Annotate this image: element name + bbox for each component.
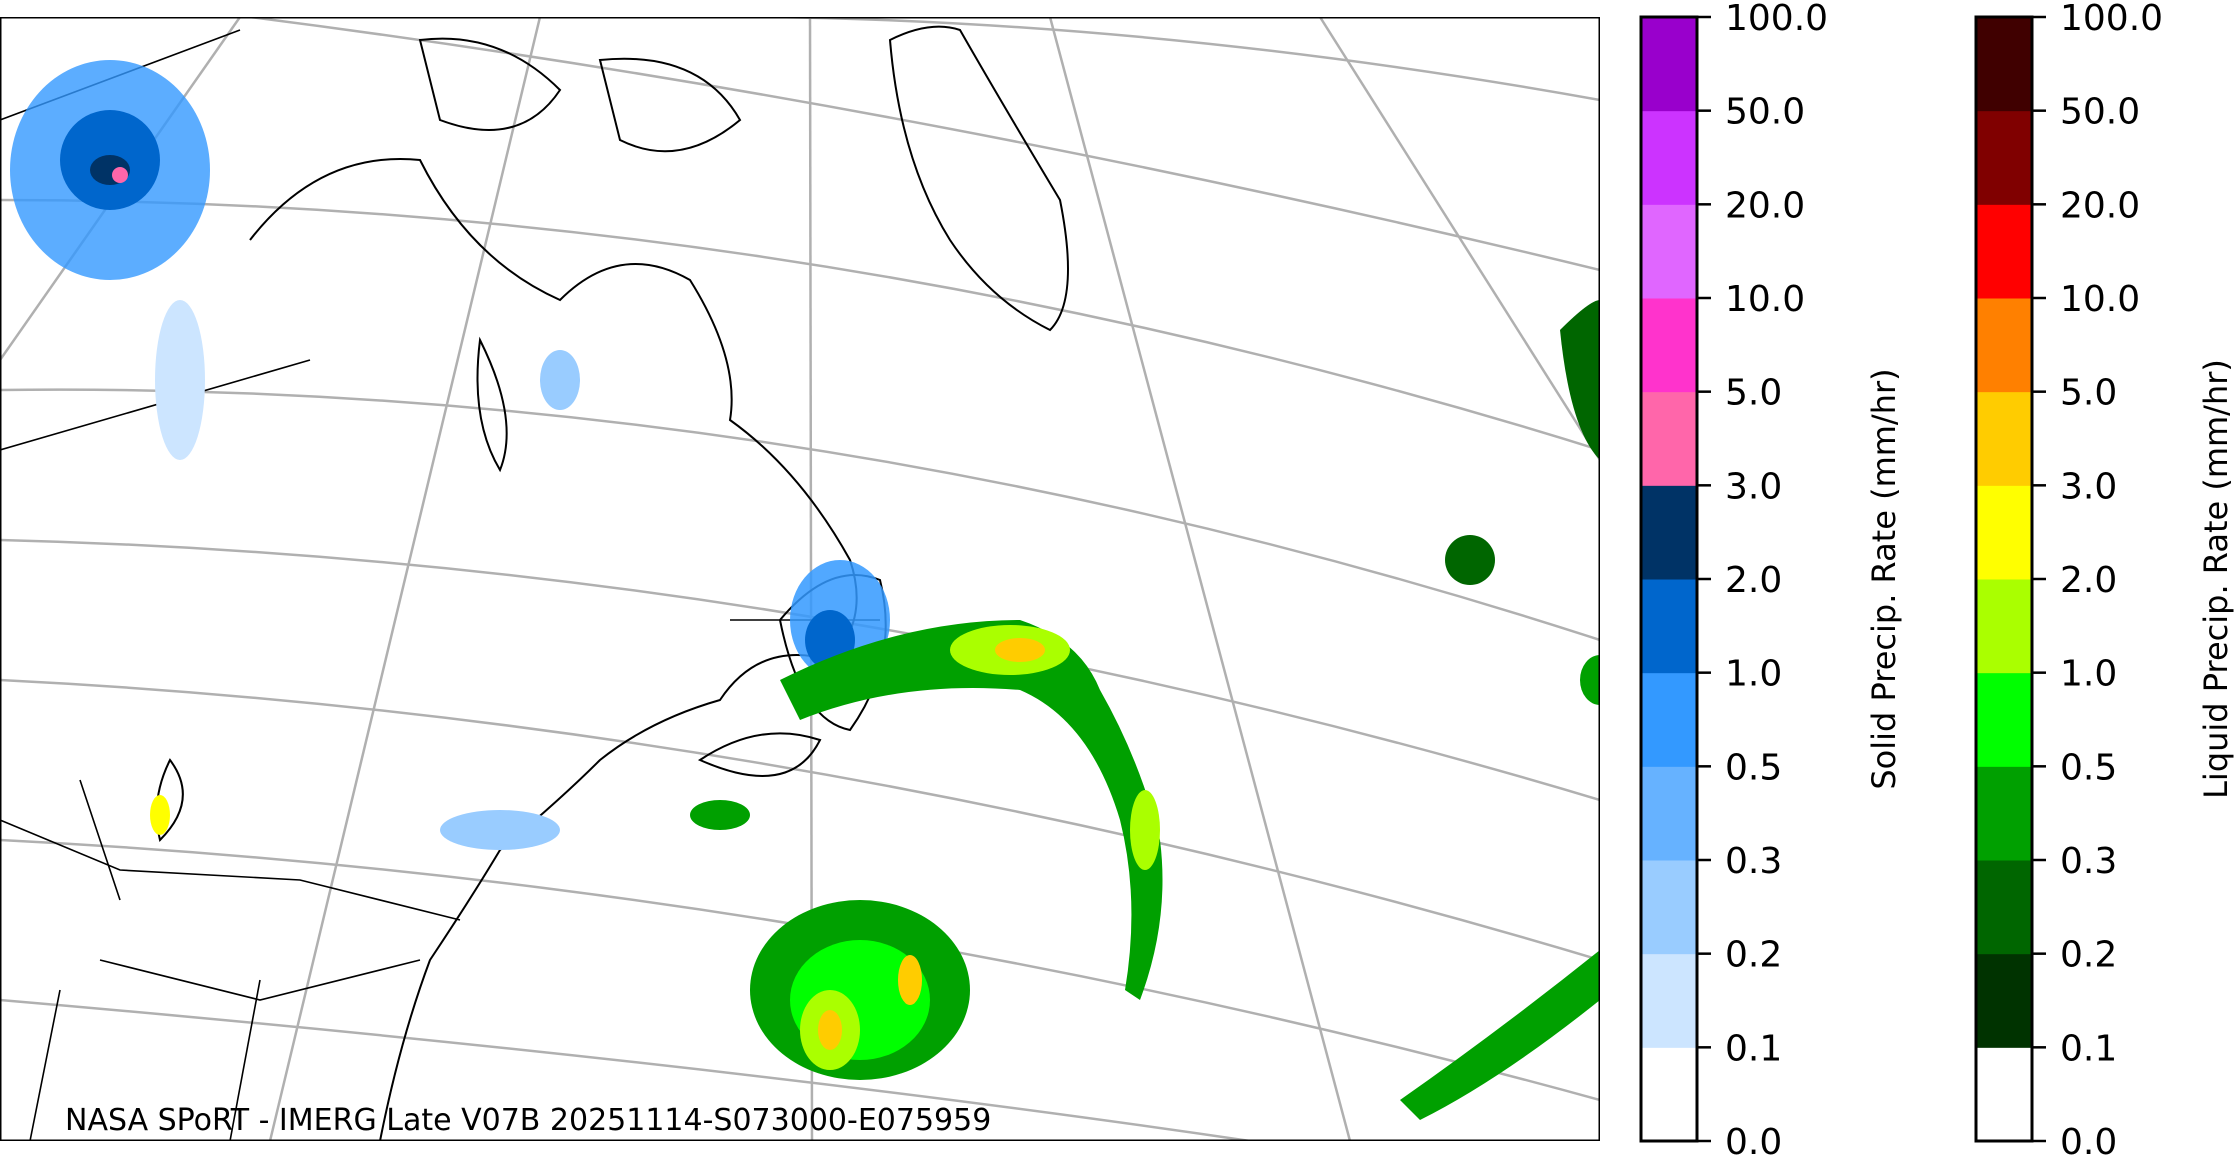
colorbar-tick-label: 5.0 — [1725, 373, 1782, 414]
solid-precip-colorbar: 0.0 0.1 0.2 0.3 0.5 1.0 2.0 3.0 5.0 10.0 20.0 50.0 1… — [1639, 0, 1828, 1163]
solid-precip-areas — [10, 60, 890, 850]
solid-colorbar-label: Solid Precip. Rate (mm/hr) — [1865, 368, 1903, 789]
colorbar-tick-label: 0.1 — [2060, 1028, 2117, 1069]
colorbar-tick-label: 0.0 — [1725, 1122, 1782, 1163]
colorbar-tick-label: 3.0 — [2060, 466, 2117, 507]
colorbar-tick-label: 1.0 — [1725, 654, 1782, 695]
colorbar-tick-label: 10.0 — [2060, 279, 2140, 320]
colorbar-segment — [1976, 1047, 2032, 1142]
colorbar-tick-label: 1.0 — [2060, 654, 2117, 695]
colorbar-tick-label: 0.5 — [2060, 747, 2117, 788]
colorbar-segment — [1976, 391, 2032, 486]
colorbar-segment — [1641, 766, 1697, 861]
colorbar-segment — [1641, 860, 1697, 955]
colorbar-segment — [1641, 579, 1697, 674]
colorbar-tick-label: 20.0 — [1725, 185, 1805, 226]
colorbar-segment — [1976, 298, 2032, 393]
colorbar-tick-label: 0.1 — [1725, 1028, 1782, 1069]
colorbar-segment — [1641, 1047, 1697, 1142]
colorbar-segment — [1641, 298, 1697, 393]
colorbar-tick-label: 100.0 — [2060, 0, 2163, 39]
colorbar-tick-label: 0.3 — [2060, 841, 2117, 882]
colorbar-tick-label: 100.0 — [1725, 0, 1828, 39]
colorbar-tick-label: 0.0 — [2060, 1122, 2117, 1163]
colorbar-segment — [1976, 766, 2032, 861]
colorbar-segment — [1976, 204, 2032, 299]
colorbar-segment — [1641, 485, 1697, 580]
colorbar-segment — [1976, 860, 2032, 955]
credit-text: NASA SPoRT - IMERG Late V07B 20251114-S0… — [65, 1103, 991, 1138]
colorbar-tick-label: 50.0 — [1725, 92, 1805, 133]
colorbar-tick-label: 2.0 — [1725, 560, 1782, 601]
colorbar-segment — [1976, 485, 2032, 580]
colorbar-segment — [1641, 953, 1697, 1048]
colorbar-tick-label: 2.0 — [2060, 560, 2117, 601]
colorbar-tick-label: 0.2 — [2060, 935, 2117, 976]
colorbar-segment — [1641, 110, 1697, 205]
liquid-precip-colorbar: 0.0 0.1 0.2 0.3 0.5 1.0 2.0 3.0 5.0 10.0 20.0 50.0 1… — [1974, 0, 2163, 1163]
colorbar-segment — [1976, 672, 2032, 767]
colorbar-segment — [1641, 204, 1697, 299]
colorbar-segment — [1976, 953, 2032, 1048]
colorbar-segment — [1641, 17, 1697, 112]
colorbar-tick-label: 3.0 — [1725, 466, 1782, 507]
map-panel — [0, 17, 1600, 1141]
liquid-colorbar-label: Liquid Precip. Rate (mm/hr) — [2197, 359, 2235, 799]
colorbar-segment — [1976, 110, 2032, 205]
colorbar-segment — [1641, 391, 1697, 486]
colorbar-tick-label: 0.3 — [1725, 841, 1782, 882]
liquid-precip-areas — [150, 300, 1600, 1120]
colorbar-tick-label: 10.0 — [1725, 279, 1805, 320]
colorbar-segment — [1976, 17, 2032, 112]
colorbar-tick-label: 0.2 — [1725, 935, 1782, 976]
colorbar-segment — [1641, 672, 1697, 767]
colorbar-tick-label: 20.0 — [2060, 185, 2140, 226]
colorbar-tick-label: 5.0 — [2060, 373, 2117, 414]
colorbar-tick-label: 0.5 — [1725, 747, 1782, 788]
colorbar-tick-label: 50.0 — [2060, 92, 2140, 133]
colorbar-segment — [1976, 579, 2032, 674]
